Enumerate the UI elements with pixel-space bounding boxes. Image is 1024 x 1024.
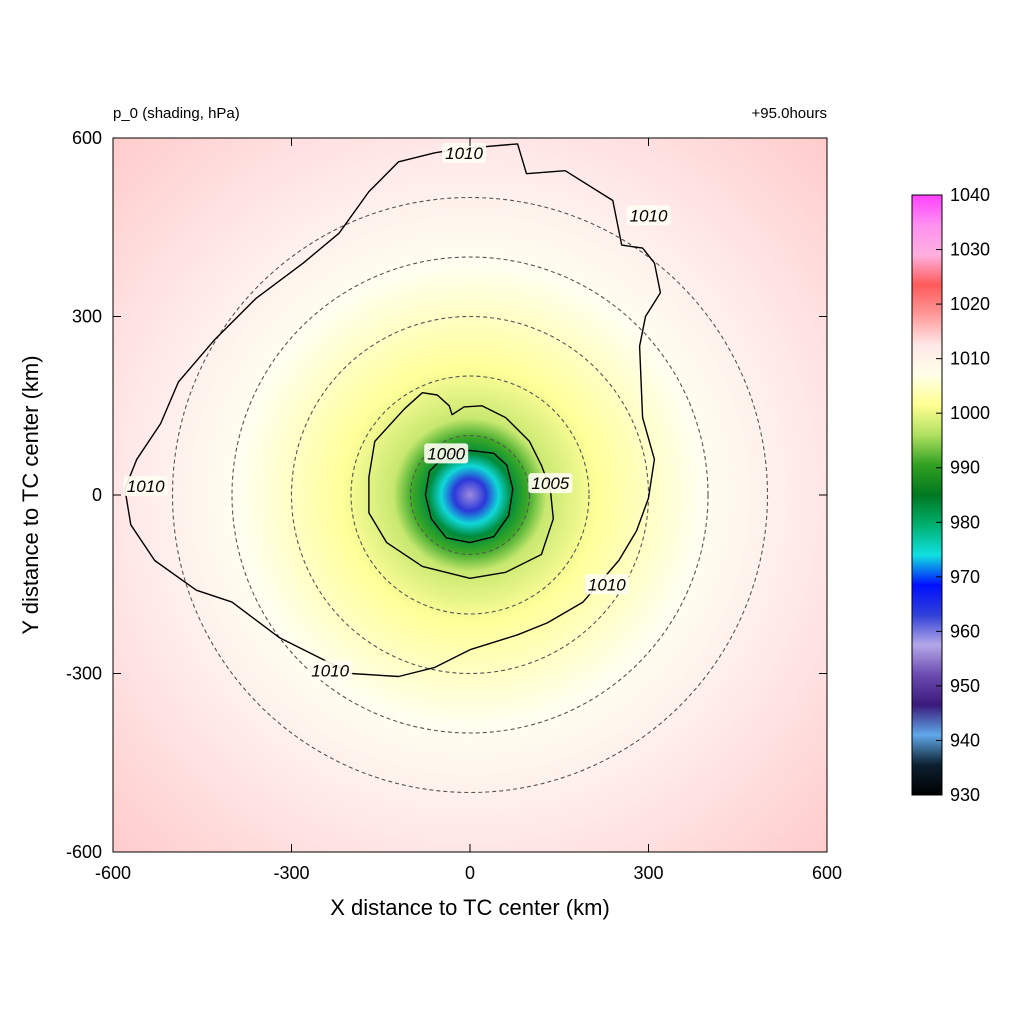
axis-ticks: -600 -300 0 300 600 -600 -300 0 300 600 — [66, 128, 842, 883]
isobar-1010 — [124, 143, 662, 678]
contour-label-bg — [308, 660, 353, 681]
x-tick-label: 0 — [465, 863, 475, 883]
colorbar-tick-label: 950 — [950, 676, 980, 696]
y-tick-label: -600 — [66, 842, 102, 862]
x-tick-label: -600 — [95, 863, 131, 883]
variable-label: p_0 (shading, hPa) — [113, 105, 240, 122]
contour-label-1010: 1010 — [630, 206, 668, 225]
contour-label-bg — [123, 476, 168, 497]
x-tick-label: -300 — [273, 863, 309, 883]
contour-label-bg — [424, 443, 469, 464]
y-tick-label: 300 — [72, 307, 102, 327]
x-tick-label: 300 — [633, 863, 663, 883]
y-tick-label: 600 — [72, 128, 102, 148]
contour-label-1010: 1010 — [127, 477, 165, 496]
time-label: +95.0hours — [752, 105, 827, 122]
y-tick-label: -300 — [66, 664, 102, 684]
colorbar-tick-label: 990 — [950, 458, 980, 478]
pressure-field — [113, 138, 827, 852]
isobar-1000 — [424, 449, 514, 544]
contour-labels: 1000 1005 1010 1010 1010 1010 1010 — [123, 142, 671, 681]
colorbar-tick-label: 1040 — [950, 185, 990, 205]
x-axis-label: X distance to TC center (km) — [330, 895, 610, 920]
y-axis-label: Y distance to TC center (km) — [18, 355, 43, 634]
contour-label-bg — [626, 205, 671, 226]
range-circle-200km — [350, 375, 590, 615]
range-circle-100km — [409, 434, 531, 556]
contour-label-1010: 1010 — [311, 662, 349, 681]
colorbar — [911, 194, 943, 796]
colorbar-tick-label: 940 — [950, 730, 980, 750]
colorbar-tick-label: 970 — [950, 567, 980, 587]
contour-label-1005: 1005 — [531, 474, 569, 493]
colorbar-tick-label: 930 — [950, 785, 980, 805]
y-tick-label: 0 — [92, 485, 102, 505]
isobar-contours — [124, 143, 662, 678]
colorbar-tick-label: 1020 — [950, 294, 990, 314]
colorbar-tick-label: 1030 — [950, 240, 990, 260]
contour-label-bg — [528, 473, 573, 494]
isobar-1005 — [368, 392, 554, 579]
colorbar-tick-label: 1000 — [950, 403, 990, 423]
colorbar-tick-label: 980 — [950, 512, 980, 532]
contour-label-bg — [442, 142, 487, 163]
contour-label-1000: 1000 — [427, 444, 465, 463]
contour-label-1010: 1010 — [445, 144, 483, 163]
contour-label-bg — [584, 574, 629, 595]
range-circle-500km — [171, 196, 769, 794]
contour-label-1010: 1010 — [588, 575, 626, 594]
colorbar-tick-label: 1010 — [950, 349, 990, 369]
colorbar-tick-label: 960 — [950, 621, 980, 641]
range-circle-400km — [231, 256, 709, 734]
x-tick-label: 600 — [812, 863, 842, 883]
colorbar-ticks: 1040 1030 1020 1010 1000 990 980 970 960 950 940 93… — [936, 185, 990, 805]
